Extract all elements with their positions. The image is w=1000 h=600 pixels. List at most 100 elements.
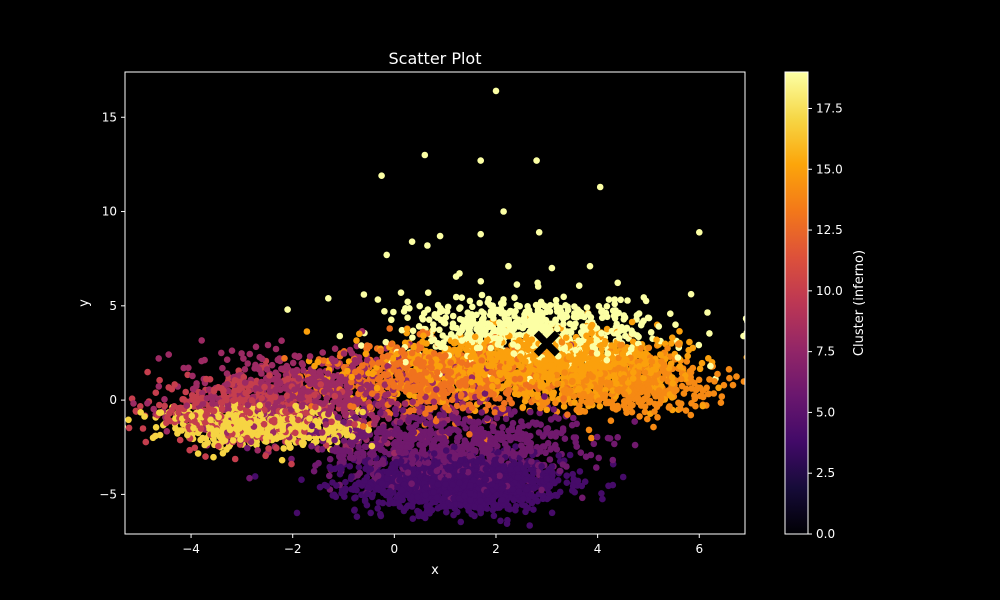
data-point bbox=[409, 515, 417, 522]
data-point bbox=[262, 452, 269, 460]
data-point bbox=[362, 443, 370, 451]
data-point bbox=[485, 401, 492, 409]
data-point bbox=[477, 440, 485, 448]
data-point bbox=[570, 393, 578, 400]
data-point bbox=[614, 434, 621, 441]
data-point bbox=[511, 294, 518, 302]
data-point bbox=[536, 409, 543, 417]
data-point bbox=[332, 493, 340, 501]
data-point bbox=[360, 450, 367, 457]
data-point bbox=[633, 332, 641, 339]
data-point bbox=[516, 435, 524, 443]
data-point bbox=[362, 465, 369, 473]
data-point bbox=[564, 411, 571, 419]
data-point bbox=[555, 452, 563, 459]
data-point bbox=[161, 396, 168, 403]
data-point bbox=[165, 384, 172, 391]
data-point bbox=[566, 451, 574, 459]
data-point bbox=[749, 366, 756, 373]
data-point bbox=[451, 443, 458, 451]
data-point bbox=[695, 341, 703, 349]
data-point bbox=[268, 361, 276, 369]
data-point bbox=[617, 341, 624, 349]
data-point bbox=[130, 400, 137, 407]
data-point bbox=[519, 403, 527, 411]
data-point bbox=[152, 389, 160, 397]
data-point bbox=[353, 513, 361, 520]
data-point bbox=[209, 398, 216, 405]
data-point bbox=[420, 332, 427, 340]
data-point bbox=[574, 477, 582, 485]
data-point bbox=[353, 337, 360, 344]
data-point bbox=[288, 460, 295, 468]
data-point bbox=[687, 290, 695, 298]
data-point bbox=[430, 325, 437, 333]
data-point bbox=[368, 411, 375, 419]
data-point bbox=[388, 316, 395, 324]
data-point bbox=[415, 323, 423, 330]
data-point bbox=[740, 378, 745, 385]
data-point bbox=[436, 326, 443, 334]
data-point bbox=[544, 439, 552, 447]
data-point bbox=[378, 539, 385, 546]
data-point bbox=[425, 316, 433, 324]
data-point bbox=[409, 327, 417, 335]
data-point bbox=[617, 296, 624, 304]
data-point bbox=[549, 469, 556, 477]
data-point bbox=[191, 444, 199, 452]
data-point bbox=[512, 443, 519, 450]
data-point bbox=[454, 434, 462, 441]
data-point bbox=[744, 350, 745, 353]
data-point bbox=[609, 456, 617, 464]
data-point bbox=[306, 353, 314, 360]
data-point bbox=[530, 506, 537, 513]
data-point bbox=[400, 308, 408, 315]
data-point bbox=[683, 358, 691, 365]
data-point bbox=[94, 430, 101, 437]
data-point bbox=[409, 334, 416, 341]
data-point bbox=[424, 289, 432, 297]
data-point bbox=[547, 416, 555, 423]
data-point bbox=[704, 309, 711, 316]
data-point bbox=[308, 367, 316, 375]
data-point bbox=[491, 409, 499, 416]
data-point bbox=[453, 402, 461, 410]
data-point bbox=[272, 345, 280, 353]
data-point bbox=[329, 446, 337, 454]
data-point bbox=[156, 401, 163, 409]
data-point bbox=[493, 414, 501, 422]
data-point bbox=[191, 417, 198, 425]
data-point bbox=[333, 482, 340, 489]
data-point bbox=[740, 332, 745, 340]
data-point bbox=[682, 407, 690, 414]
data-point bbox=[288, 455, 295, 463]
data-point bbox=[655, 323, 663, 330]
data-point bbox=[299, 361, 307, 369]
data-point bbox=[766, 357, 773, 364]
data-point bbox=[548, 430, 556, 438]
data-point bbox=[341, 487, 349, 495]
chart-title: Scatter Plot bbox=[389, 49, 482, 68]
data-point bbox=[419, 316, 427, 323]
data-point bbox=[125, 416, 132, 424]
data-point bbox=[410, 344, 417, 351]
data-point bbox=[300, 433, 307, 441]
data-point bbox=[480, 433, 487, 440]
data-point bbox=[533, 497, 540, 504]
data-point bbox=[395, 499, 403, 506]
data-point bbox=[258, 355, 266, 363]
data-point bbox=[596, 402, 604, 410]
data-point bbox=[633, 394, 641, 402]
data-point bbox=[113, 373, 120, 380]
data-point bbox=[667, 310, 674, 318]
data-point bbox=[434, 301, 442, 309]
data-point bbox=[544, 425, 552, 432]
data-point bbox=[569, 483, 577, 490]
data-point bbox=[253, 441, 260, 449]
data-point bbox=[715, 384, 722, 392]
data-point bbox=[319, 349, 327, 356]
data-point bbox=[654, 414, 661, 421]
data-point bbox=[156, 376, 163, 384]
data-point bbox=[340, 437, 348, 445]
data-point bbox=[340, 350, 348, 357]
